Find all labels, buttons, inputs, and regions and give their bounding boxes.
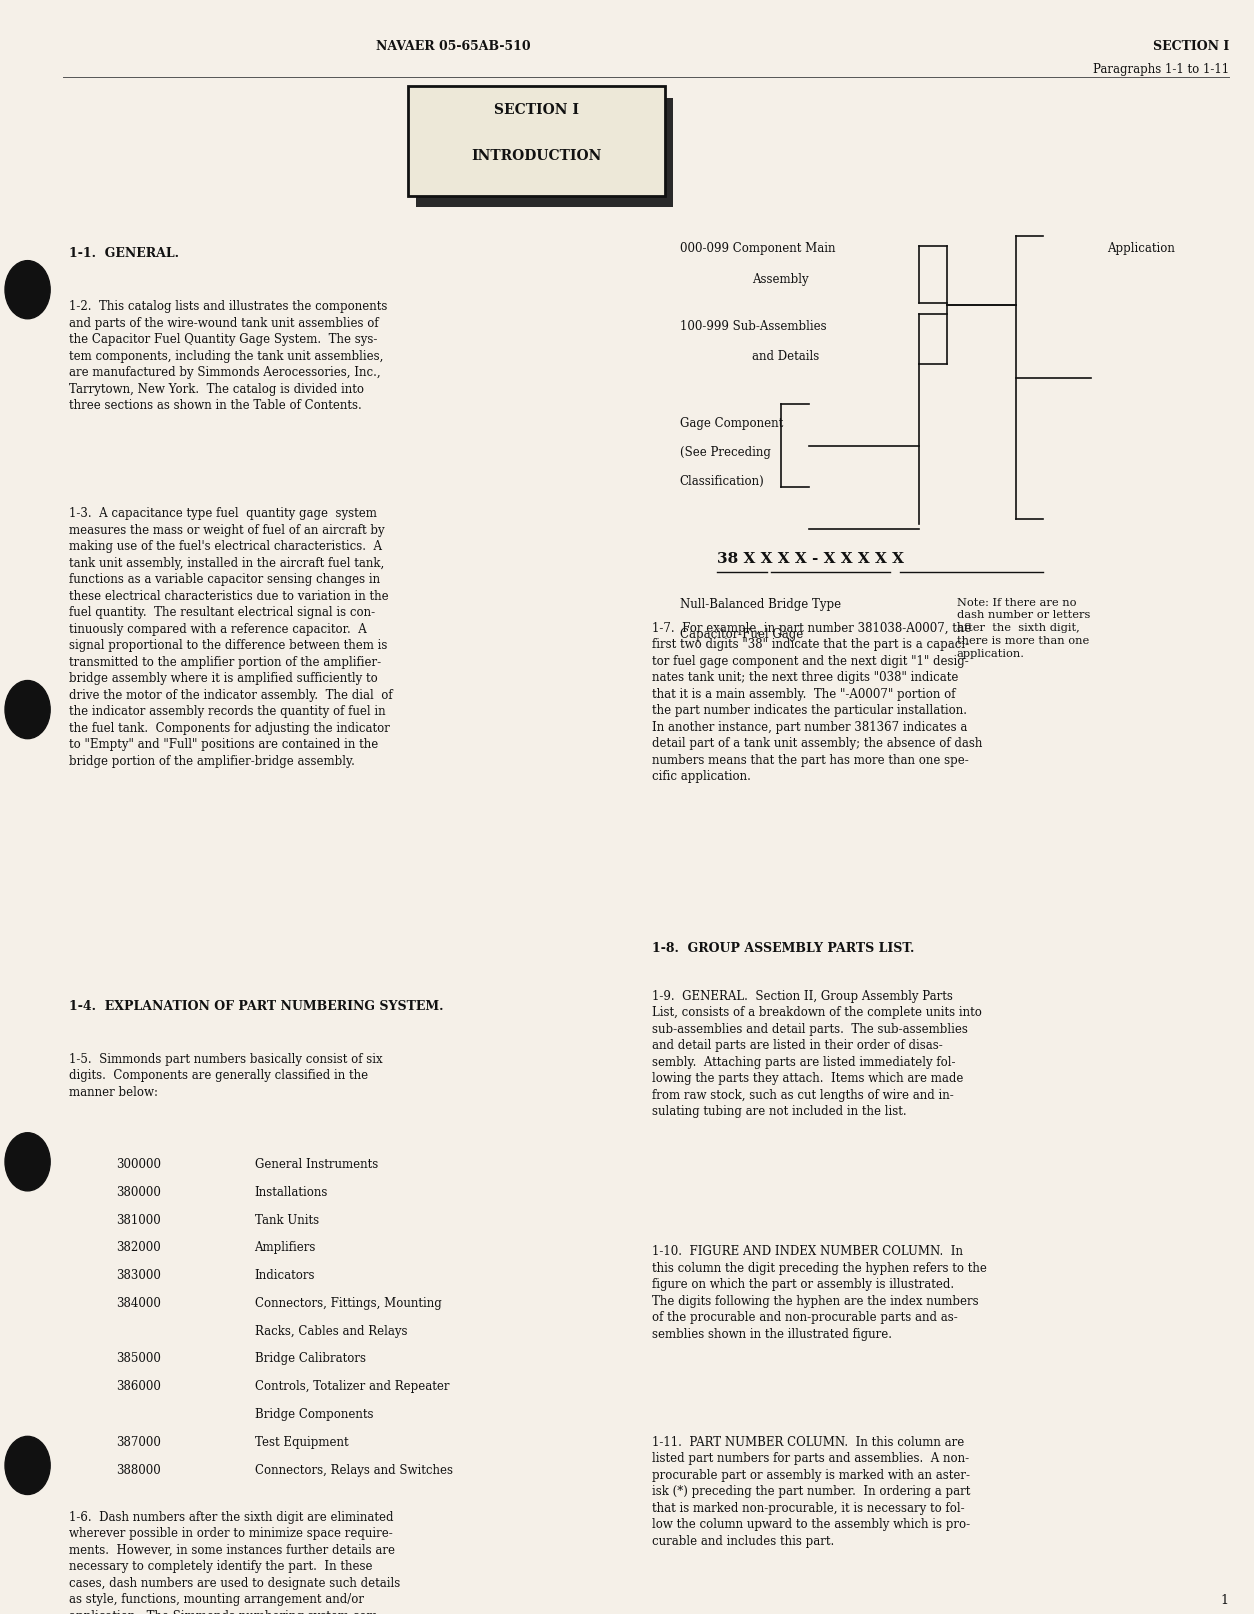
Circle shape	[5, 1436, 50, 1495]
FancyBboxPatch shape	[416, 98, 673, 208]
Text: Tank Units: Tank Units	[255, 1212, 319, 1225]
Text: Note: If there are no
dash number or letters
after  the  sixth digit,
there is m: Note: If there are no dash number or let…	[957, 597, 1090, 659]
Text: 1-11.  PART NUMBER COLUMN.  In this column are
listed part numbers for parts and: 1-11. PART NUMBER COLUMN. In this column…	[652, 1435, 971, 1546]
Text: SECTION I: SECTION I	[1152, 40, 1229, 53]
Text: INTRODUCTION: INTRODUCTION	[472, 148, 601, 163]
Text: Connectors, Relays and Switches: Connectors, Relays and Switches	[255, 1462, 453, 1475]
Text: 380000: 380000	[117, 1185, 162, 1198]
Text: 384000: 384000	[117, 1296, 162, 1309]
FancyBboxPatch shape	[0, 0, 1254, 1614]
Text: Paragraphs 1-1 to 1-11: Paragraphs 1-1 to 1-11	[1092, 63, 1229, 76]
Text: 38 X X X X - X X X X X: 38 X X X X - X X X X X	[717, 552, 904, 567]
Text: Amplifiers: Amplifiers	[255, 1241, 316, 1254]
Circle shape	[5, 261, 50, 320]
Text: NAVAER 05-65AB-510: NAVAER 05-65AB-510	[376, 40, 530, 53]
Text: 1-6.  Dash numbers after the sixth digit are eliminated
wherever possible in ord: 1-6. Dash numbers after the sixth digit …	[69, 1509, 400, 1614]
Text: 1-3.  A capacitance type fuel  quantity gage  system
measures the mass or weight: 1-3. A capacitance type fuel quantity ga…	[69, 507, 393, 767]
Text: and Details: and Details	[752, 350, 820, 363]
Text: 1-8.  GROUP ASSEMBLY PARTS LIST.: 1-8. GROUP ASSEMBLY PARTS LIST.	[652, 941, 914, 954]
FancyBboxPatch shape	[408, 87, 665, 197]
Text: Capacitor Fuel Gage: Capacitor Fuel Gage	[680, 628, 803, 641]
Text: 100-999 Sub-Assemblies: 100-999 Sub-Assemblies	[680, 320, 826, 332]
Text: 1-5.  Simmonds part numbers basically consist of six
digits.  Components are gen: 1-5. Simmonds part numbers basically con…	[69, 1052, 382, 1098]
Text: Null-Balanced Bridge Type: Null-Balanced Bridge Type	[680, 597, 840, 610]
Text: Classification): Classification)	[680, 475, 765, 487]
Text: 387000: 387000	[117, 1435, 162, 1448]
Text: Gage Component: Gage Component	[680, 416, 782, 429]
Text: 1-2.  This catalog lists and illustrates the components
and parts of the wire-wo: 1-2. This catalog lists and illustrates …	[69, 300, 387, 412]
Text: 1: 1	[1221, 1593, 1229, 1606]
Text: Indicators: Indicators	[255, 1269, 315, 1282]
Text: Application: Application	[1107, 242, 1175, 255]
Text: (See Preceding: (See Preceding	[680, 445, 770, 458]
Text: 388000: 388000	[117, 1462, 162, 1475]
Text: Assembly: Assembly	[752, 273, 809, 286]
Text: 1-7.  For example, in part number 381038-A0007, the
first two digits "38" indica: 1-7. For example, in part number 381038-…	[652, 621, 982, 783]
Text: Controls, Totalizer and Repeater: Controls, Totalizer and Repeater	[255, 1380, 449, 1393]
Text: 300000: 300000	[117, 1157, 162, 1170]
Text: 382000: 382000	[117, 1241, 162, 1254]
Text: 1-4.  EXPLANATION OF PART NUMBERING SYSTEM.: 1-4. EXPLANATION OF PART NUMBERING SYSTE…	[69, 999, 444, 1012]
Circle shape	[5, 681, 50, 739]
Text: Bridge Calibrators: Bridge Calibrators	[255, 1351, 366, 1364]
Text: SECTION I: SECTION I	[494, 103, 578, 118]
Circle shape	[5, 1133, 50, 1191]
Text: 1-1.  GENERAL.: 1-1. GENERAL.	[69, 247, 179, 260]
Text: 383000: 383000	[117, 1269, 162, 1282]
Text: Installations: Installations	[255, 1185, 329, 1198]
Text: 1-10.  FIGURE AND INDEX NUMBER COLUMN.  In
this column the digit preceding the h: 1-10. FIGURE AND INDEX NUMBER COLUMN. In…	[652, 1244, 987, 1340]
Text: General Instruments: General Instruments	[255, 1157, 377, 1170]
Text: 386000: 386000	[117, 1380, 162, 1393]
Text: 1-9.  GENERAL.  Section II, Group Assembly Parts
List, consists of a breakdown o: 1-9. GENERAL. Section II, Group Assembly…	[652, 989, 982, 1119]
Text: Racks, Cables and Relays: Racks, Cables and Relays	[255, 1323, 408, 1336]
Text: 000-099 Component Main: 000-099 Component Main	[680, 242, 835, 255]
Text: Test Equipment: Test Equipment	[255, 1435, 349, 1448]
Text: 381000: 381000	[117, 1212, 162, 1225]
Text: Connectors, Fittings, Mounting: Connectors, Fittings, Mounting	[255, 1296, 441, 1309]
Text: 385000: 385000	[117, 1351, 162, 1364]
Text: Bridge Components: Bridge Components	[255, 1407, 372, 1420]
